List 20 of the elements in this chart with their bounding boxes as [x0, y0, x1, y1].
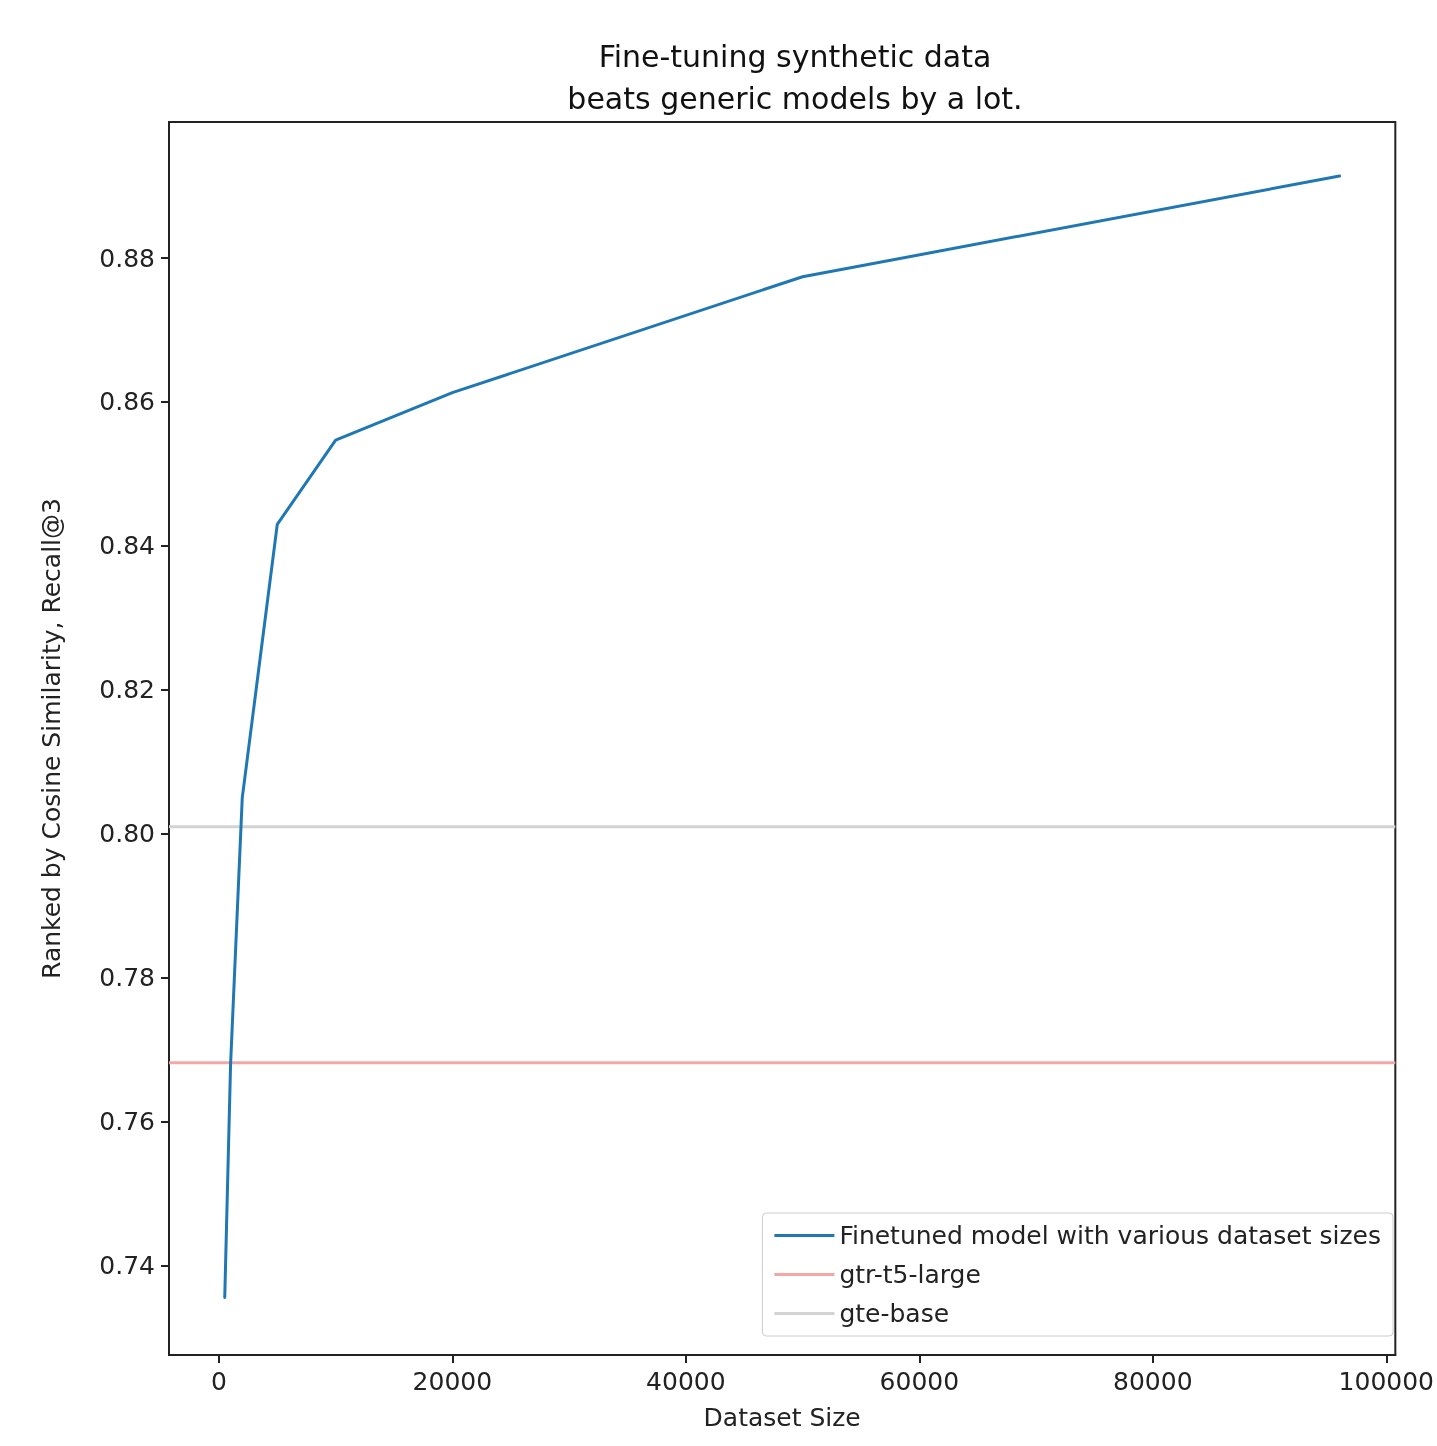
legend-label: gte-base — [839, 1299, 950, 1328]
y-tick-label: 0.76 — [99, 1107, 155, 1137]
y-axis-title: Ranked by Cosine Similarity, Recall@3 — [37, 498, 66, 979]
x-tick-label: 80000 — [1113, 1367, 1193, 1396]
chart-title: Fine-tuning synthetic data beats generic models by a lot. — [567, 38, 1023, 116]
x-axis-title: Dataset Size — [703, 1403, 861, 1432]
x-tick-label: 100000 — [1338, 1367, 1434, 1396]
y-tick-label: 0.86 — [99, 387, 155, 417]
y-tick-label: 0.82 — [99, 675, 155, 705]
legend-label: gtr-t5-large — [839, 1260, 981, 1289]
x-tick-label: 20000 — [412, 1367, 493, 1396]
legend-label: Finetuned model with various dataset sizes — [839, 1221, 1382, 1250]
y-tick-label: 0.88 — [99, 243, 155, 273]
x-tick-label: 40000 — [646, 1367, 726, 1396]
x-tick-label: 0 — [210, 1367, 227, 1396]
y-tick-label: 0.80 — [99, 819, 155, 849]
y-tick-label: 0.74 — [99, 1251, 155, 1281]
x-tick-label: 60000 — [879, 1367, 960, 1396]
y-tick-label: 0.84 — [99, 531, 155, 561]
y-tick-label: 0.78 — [99, 963, 155, 993]
